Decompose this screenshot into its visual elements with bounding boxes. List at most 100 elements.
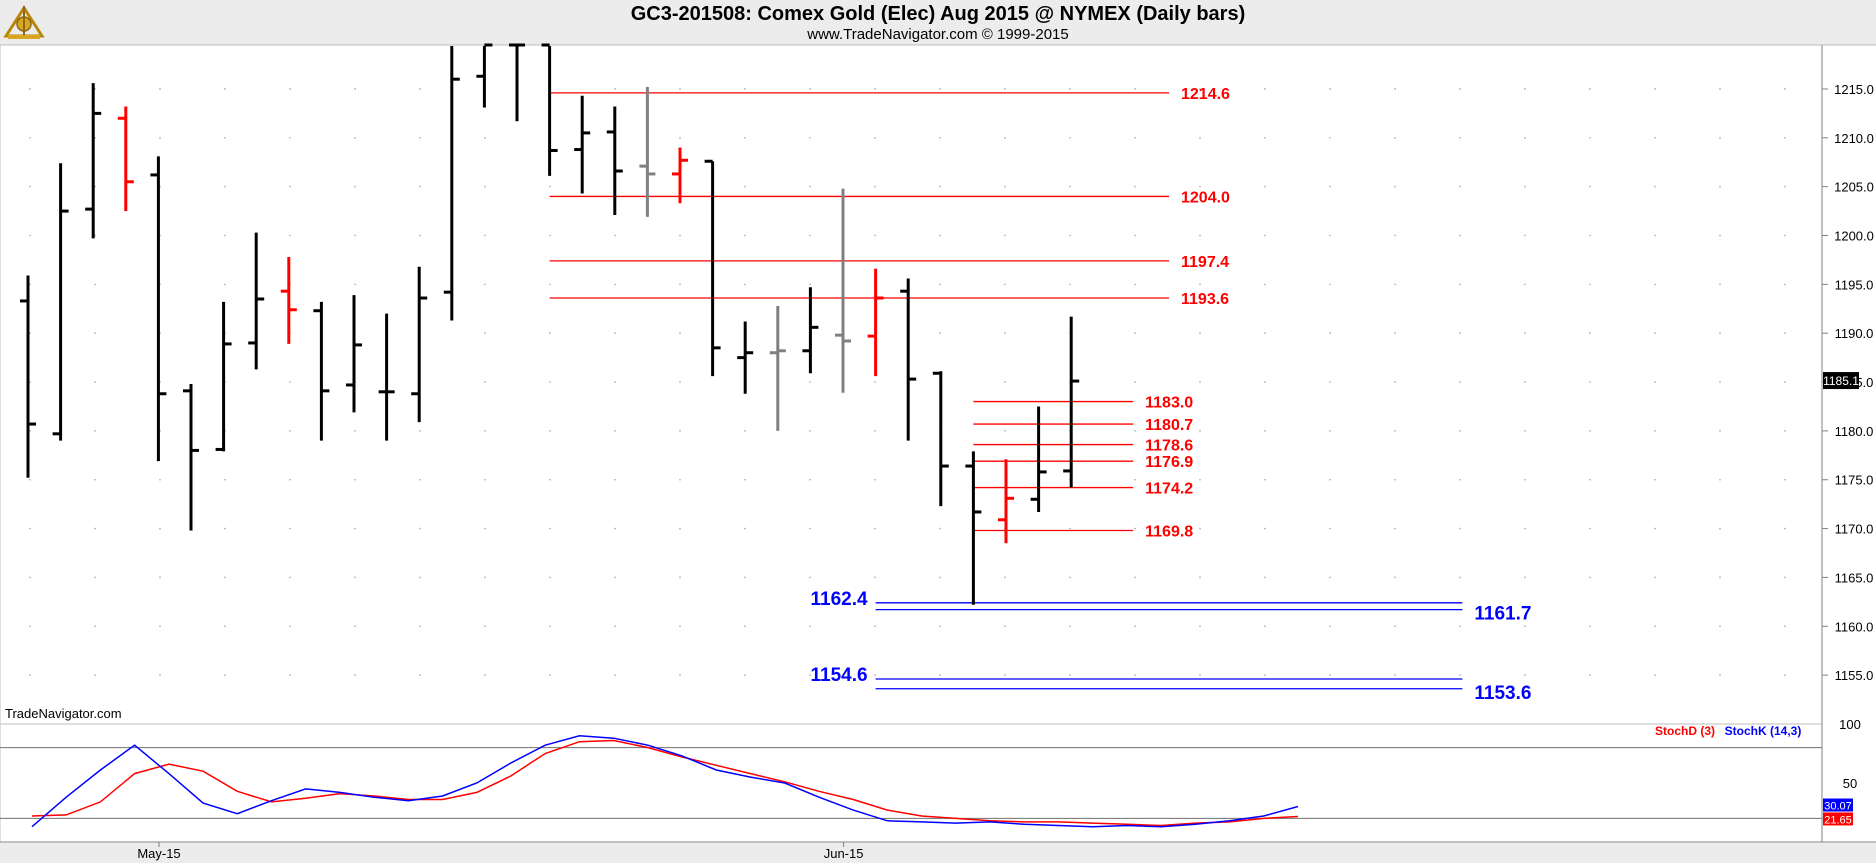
grid-dot [1589, 185, 1591, 188]
grid-dot [94, 283, 96, 286]
grid-dot [809, 88, 811, 90]
grid-dot [1459, 625, 1461, 628]
ohlc-bars [20, 43, 1080, 605]
grid-dot [744, 88, 746, 90]
grid-dot [1784, 576, 1786, 579]
grid-dot [354, 88, 356, 90]
grid-dot [1719, 674, 1721, 677]
grid-dot [94, 478, 96, 481]
price-tick-label: 1170.0 [1835, 522, 1874, 537]
grid-dot [1264, 283, 1266, 286]
grid-dot [679, 625, 681, 628]
grid-dot [1264, 234, 1266, 237]
grid-dot [1459, 88, 1461, 90]
grid-dot [614, 429, 616, 432]
grid-dot [1719, 136, 1721, 139]
grid-dot [939, 185, 941, 188]
grid-dot [874, 381, 876, 383]
grid-dot [874, 185, 876, 188]
grid-dot [1459, 283, 1461, 286]
grid-dot [419, 625, 421, 628]
grid-dot [1329, 136, 1331, 139]
grid-dot [1589, 381, 1591, 383]
grid-dot [1134, 283, 1136, 286]
stoch-k-last-label: 30.07 [1824, 801, 1852, 813]
grid-dot [354, 576, 356, 579]
grid-dot [1654, 527, 1656, 530]
grid-dot [614, 625, 616, 628]
grid-dot [484, 234, 486, 237]
grid-dot [1459, 136, 1461, 139]
level-lines: 1214.6 1204.0 1197.4 1193.6 1183.0 1180.7 1178… [549, 86, 1531, 704]
grid-dot [29, 234, 31, 237]
grid-dot [1654, 625, 1656, 628]
grid-dot [1264, 527, 1266, 530]
grid-dot [159, 576, 161, 579]
grid-dot [354, 185, 356, 188]
grid-dot [809, 136, 811, 139]
grid-dot [1654, 88, 1656, 90]
grid-dot [484, 185, 486, 188]
grid-dot [29, 674, 31, 677]
grid-dot [289, 478, 291, 481]
grid-dot [1459, 527, 1461, 530]
grid-dot [1589, 332, 1591, 335]
grid-dot [484, 576, 486, 579]
grid-dot [1654, 674, 1656, 677]
grid-dot [1394, 185, 1396, 188]
grid-dot [1004, 576, 1006, 579]
grid-dot [1329, 674, 1331, 677]
stochastic-lines [31, 735, 1299, 828]
grid-dot [484, 429, 486, 432]
grid-dot [484, 478, 486, 481]
grid-dot [354, 136, 356, 139]
level-label: 1162.4 [811, 589, 868, 610]
grid-dot [1134, 478, 1136, 481]
grid-dot [1329, 88, 1331, 90]
grid-dot [1784, 625, 1786, 628]
grid-dot [354, 283, 356, 286]
grid-dot [1784, 429, 1786, 432]
grid-dot [939, 332, 941, 335]
price-tick-label: 1190.0 [1835, 326, 1874, 341]
grid-dot [1719, 88, 1721, 90]
grid-dot [1784, 478, 1786, 481]
grid-dot [1199, 185, 1201, 188]
grid-dot [1199, 429, 1201, 432]
grid-dot [1589, 88, 1591, 90]
bottom-strip [0, 843, 1876, 863]
grid-dot [1654, 136, 1656, 139]
grid-dot [484, 332, 486, 335]
grid-dot [289, 185, 291, 188]
grid-dot [1784, 136, 1786, 139]
level-label: 1169.8 [1145, 524, 1193, 541]
level-label: 1197.4 [1181, 254, 1229, 271]
grid-dot [1589, 625, 1591, 628]
grid-dot [1069, 88, 1071, 90]
grid-dot [744, 576, 746, 579]
level-label: 1154.6 [811, 665, 868, 686]
grid-dot [29, 136, 31, 139]
grid-dot [549, 576, 551, 579]
grid-dot [1719, 625, 1721, 628]
grid-dot [1069, 674, 1071, 677]
grid-dot [29, 283, 31, 286]
grid-dot [1784, 527, 1786, 530]
grid-dot [874, 234, 876, 237]
price-tick-label: 1195.0 [1835, 277, 1874, 292]
grid-dot [614, 88, 616, 90]
grid-dot [354, 527, 356, 530]
grid-dot [1589, 234, 1591, 237]
level-label: 1204.0 [1181, 189, 1230, 206]
grid-dot [1394, 332, 1396, 335]
grid-dot [1199, 234, 1201, 237]
grid-dot [1199, 88, 1201, 90]
grid-dot [1654, 185, 1656, 188]
grid-dot [289, 136, 291, 139]
indicator-tick-label: 50 [1843, 776, 1857, 791]
grid-dot [224, 576, 226, 579]
grid-dot [1199, 576, 1201, 579]
grid-dot [614, 332, 616, 335]
grid-dot [549, 234, 551, 237]
